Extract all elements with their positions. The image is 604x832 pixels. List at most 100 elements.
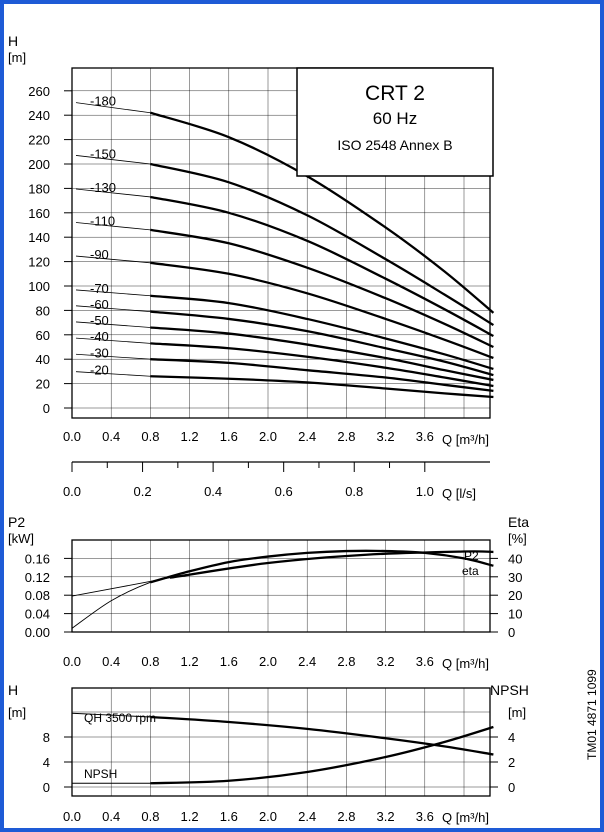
y-tick-label: 0 [43, 780, 50, 795]
x-tick-label: 3.6 [416, 654, 434, 669]
curve-label-npsh: NPSH [84, 767, 117, 781]
head-chart-y-unit: [m] [8, 50, 26, 65]
head-curve-130 [150, 195, 494, 338]
power-efficiency-x-ticks: 0.0 0.4 0.8 1.2 1.6 2.0 2.4 2.8 3.2 3.6 [63, 654, 434, 669]
series-label-eta: eta [462, 564, 479, 578]
x-tick-label: 2.8 [337, 654, 355, 669]
stage-label-110: -110 [90, 214, 115, 229]
y-tick-label: 0.04 [25, 607, 50, 622]
flow-ls-axis-ticks: 0.0 0.2 0.4 0.6 0.8 1.0 [63, 462, 434, 499]
npsh-y2-unit: [m] [508, 705, 526, 720]
x-tick-label: 0.8 [141, 429, 159, 444]
stage-label-180: -180 [90, 94, 116, 109]
x-tick-label: 3.2 [377, 809, 395, 824]
head-chart-x-ticks: 0.0 0.4 0.8 1.2 1.6 2.0 2.4 2.8 3.2 3.6 [63, 429, 434, 444]
y-tick-label: 60 [36, 328, 50, 343]
npsh-chart-h-label: H [8, 682, 18, 698]
x-tick-label: 0.0 [63, 654, 81, 669]
power-y-unit: [kW] [8, 531, 34, 546]
stage-leader-line [75, 305, 151, 313]
y2-tick-label: 10 [508, 607, 522, 622]
npsh-y-ticks: 0 4 8 [43, 730, 72, 795]
head-curve-150 [150, 162, 495, 327]
ls-tick-label: 0.4 [204, 484, 222, 499]
series-label-p2: P2 [464, 549, 479, 563]
y2-tick-label: 30 [508, 570, 522, 585]
curve-label-qh: QH 3500 rpm [84, 711, 156, 725]
power-efficiency-curves [71, 549, 494, 629]
stage-label-30: -30 [90, 345, 109, 360]
qh-curve [150, 715, 494, 756]
x-tick-label: 2.4 [298, 809, 316, 824]
head-chart-title-box: CRT 2 60 Hz ISO 2548 Annex B [296, 67, 494, 177]
title-frequency: 60 Hz [373, 109, 417, 128]
y-tick-label: 200 [28, 157, 50, 172]
y-tick-label: 0 [43, 401, 50, 416]
head-curve-60 [150, 310, 494, 377]
document-code: TM01 4871 1099 [585, 669, 599, 760]
x-tick-label: 0.0 [63, 809, 81, 824]
x-tick-label: 3.6 [416, 809, 434, 824]
y-tick-label: 40 [36, 352, 50, 367]
title-standard: ISO 2548 Annex B [337, 137, 452, 153]
stage-leader-line [75, 255, 151, 264]
x-tick-label: 1.2 [181, 654, 199, 669]
y2-tick-label: 4 [508, 730, 515, 745]
head-chart-curves: -180 -150 -130 -110 -90 -70-60-50-40-30 -20 [75, 94, 495, 399]
y-tick-label: 0.00 [25, 625, 50, 640]
ls-tick-label: 0.2 [134, 484, 152, 499]
x-tick-label: 3.2 [377, 429, 395, 444]
y-tick-label: 0.08 [25, 588, 50, 603]
y2-tick-label: 2 [508, 755, 515, 770]
x-tick-label: 0.8 [141, 654, 159, 669]
p2-curve [169, 550, 494, 579]
head-curve-90 [150, 261, 494, 360]
x-tick-label: 2.4 [298, 654, 316, 669]
ls-tick-label: 0.8 [345, 484, 363, 499]
x-tick-label: 1.2 [181, 809, 199, 824]
x-tick-label: 2.0 [259, 429, 277, 444]
stage-label-50: -50 [90, 313, 109, 328]
eta-curve-extrapolated [71, 570, 190, 629]
y-tick-label: 260 [28, 84, 50, 99]
x-tick-label: 1.6 [220, 654, 238, 669]
stage-leader-line [75, 188, 151, 198]
stage-leader-line [75, 289, 151, 297]
y2-tick-label: 0 [508, 625, 515, 640]
head-curve-70 [150, 294, 494, 371]
power-efficiency-x-label: Q [m³/h] [442, 656, 489, 671]
qh-curve-extrapolated [71, 712, 151, 718]
npsh-x-label: Q [m³/h] [442, 810, 489, 825]
npsh-x-ticks: 0.0 0.4 0.8 1.2 1.6 2.0 2.4 2.8 3.2 3.6 [63, 809, 434, 824]
eta-y-label: Eta [508, 514, 529, 530]
stage-leader-line [75, 222, 151, 231]
power-efficiency-grid [71, 539, 491, 633]
head-curve-180 [150, 111, 495, 314]
x-tick-label: 1.6 [220, 429, 238, 444]
x-tick-label: 0.0 [63, 429, 81, 444]
eta-curve [150, 549, 494, 584]
stage-leader-line [75, 353, 151, 360]
stage-leader-line [75, 102, 151, 114]
x-tick-label: 0.4 [102, 654, 120, 669]
head-curve-110 [150, 228, 494, 349]
stage-leader-line [75, 371, 151, 377]
npsh-curve [150, 725, 494, 785]
y-tick-label: 160 [28, 206, 50, 221]
y-tick-label: 80 [36, 303, 50, 318]
power-efficiency-y-ticks: 0.00 0.04 0.08 0.12 0.16 [25, 551, 72, 640]
npsh-y2-label: NPSH [490, 682, 529, 698]
ls-tick-label: 0.6 [275, 484, 293, 499]
x-tick-label: 3.2 [377, 654, 395, 669]
y-tick-label: 240 [28, 108, 50, 123]
head-curve-50 [150, 326, 494, 382]
head-chart-x-label: Q [m³/h] [442, 432, 489, 447]
y-tick-label: 100 [28, 279, 50, 294]
stage-leader-line [75, 321, 151, 328]
stage-label-20: -20 [90, 363, 109, 378]
x-tick-label: 2.0 [259, 654, 277, 669]
power-efficiency-y2-ticks: 0 10 20 30 40 [490, 551, 522, 640]
y-tick-label: 20 [36, 377, 50, 392]
